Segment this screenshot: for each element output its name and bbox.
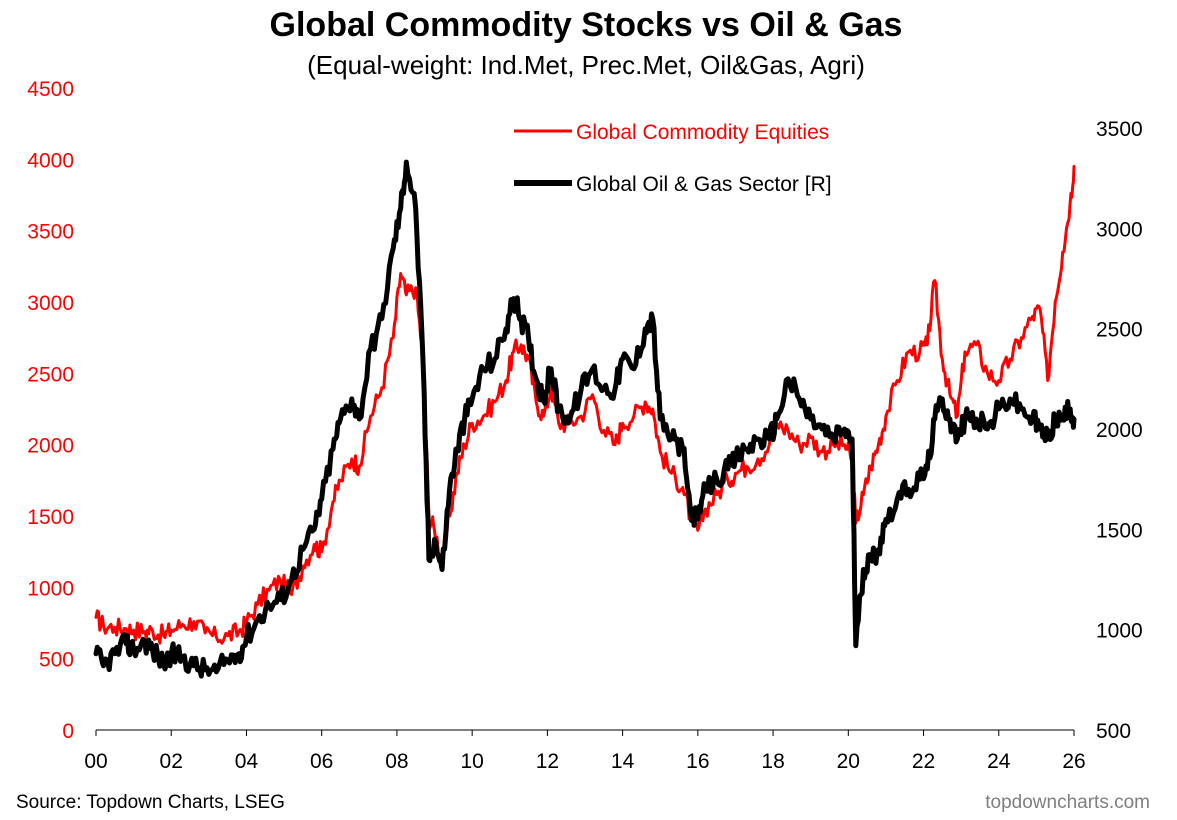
left-axis: 0 500 1000 1500 2000 2500 3000 3500 4000 4500 — [27, 78, 74, 743]
legend: Global Commodity Equities Global Oil & G… — [514, 121, 832, 196]
left-tick-label: 1500 — [27, 506, 74, 529]
x-tick-label: 00 — [84, 750, 107, 773]
right-tick-label: 1500 — [1096, 519, 1143, 542]
x-tick-label: 06 — [310, 750, 333, 773]
right-tick-label: 3000 — [1096, 218, 1143, 241]
x-tick-label: 08 — [385, 750, 408, 773]
x-tick-label: 24 — [987, 750, 1011, 773]
watermark: topdowncharts.com — [985, 792, 1150, 813]
left-tick-label: 3000 — [27, 292, 74, 315]
x-tick-label: 22 — [912, 750, 935, 773]
right-axis: 500 1000 1500 2000 2500 3000 3500 — [1096, 118, 1143, 743]
right-tick-label: 1000 — [1096, 620, 1143, 643]
x-tick-label: 12 — [536, 750, 559, 773]
x-tick-label: 16 — [686, 750, 709, 773]
left-tick-label: 3500 — [27, 221, 74, 244]
source-note: Source: Topdown Charts, LSEG — [16, 792, 285, 813]
left-tick-label: 1000 — [27, 577, 74, 600]
legend-label-oil-gas: Global Oil & Gas Sector [R] — [576, 173, 832, 196]
x-axis: 00 02 04 06 08 10 12 14 16 18 20 22 24 26 — [84, 729, 1086, 773]
left-tick-label: 0 — [62, 720, 74, 743]
x-tick-label: 04 — [235, 750, 259, 773]
x-tick-label: 20 — [837, 750, 860, 773]
series-layer — [93, 159, 1077, 679]
left-tick-label: 2000 — [27, 435, 74, 458]
left-tick-label: 2500 — [27, 363, 74, 386]
series-line-oil-gas — [93, 159, 1077, 679]
x-tick-label: 26 — [1062, 750, 1085, 773]
right-tick-label: 3500 — [1096, 118, 1143, 141]
series-line-commodity-equities — [94, 165, 1076, 645]
x-tick-label: 02 — [160, 750, 183, 773]
left-tick-label: 500 — [39, 649, 74, 672]
x-tick-label: 18 — [761, 750, 784, 773]
right-tick-label: 500 — [1096, 720, 1131, 743]
right-tick-label: 2000 — [1096, 419, 1143, 442]
x-tick-label: 14 — [611, 750, 635, 773]
right-tick-label: 2500 — [1096, 319, 1143, 342]
legend-label-commodity-equities: Global Commodity Equities — [576, 121, 829, 144]
chart-subtitle: (Equal-weight: Ind.Met, Prec.Met, Oil&Ga… — [307, 50, 865, 80]
left-tick-label: 4500 — [27, 78, 74, 101]
left-tick-label: 4000 — [27, 149, 74, 172]
chart-title: Global Commodity Stocks vs Oil & Gas — [270, 6, 903, 44]
x-tick-label: 10 — [460, 750, 483, 773]
